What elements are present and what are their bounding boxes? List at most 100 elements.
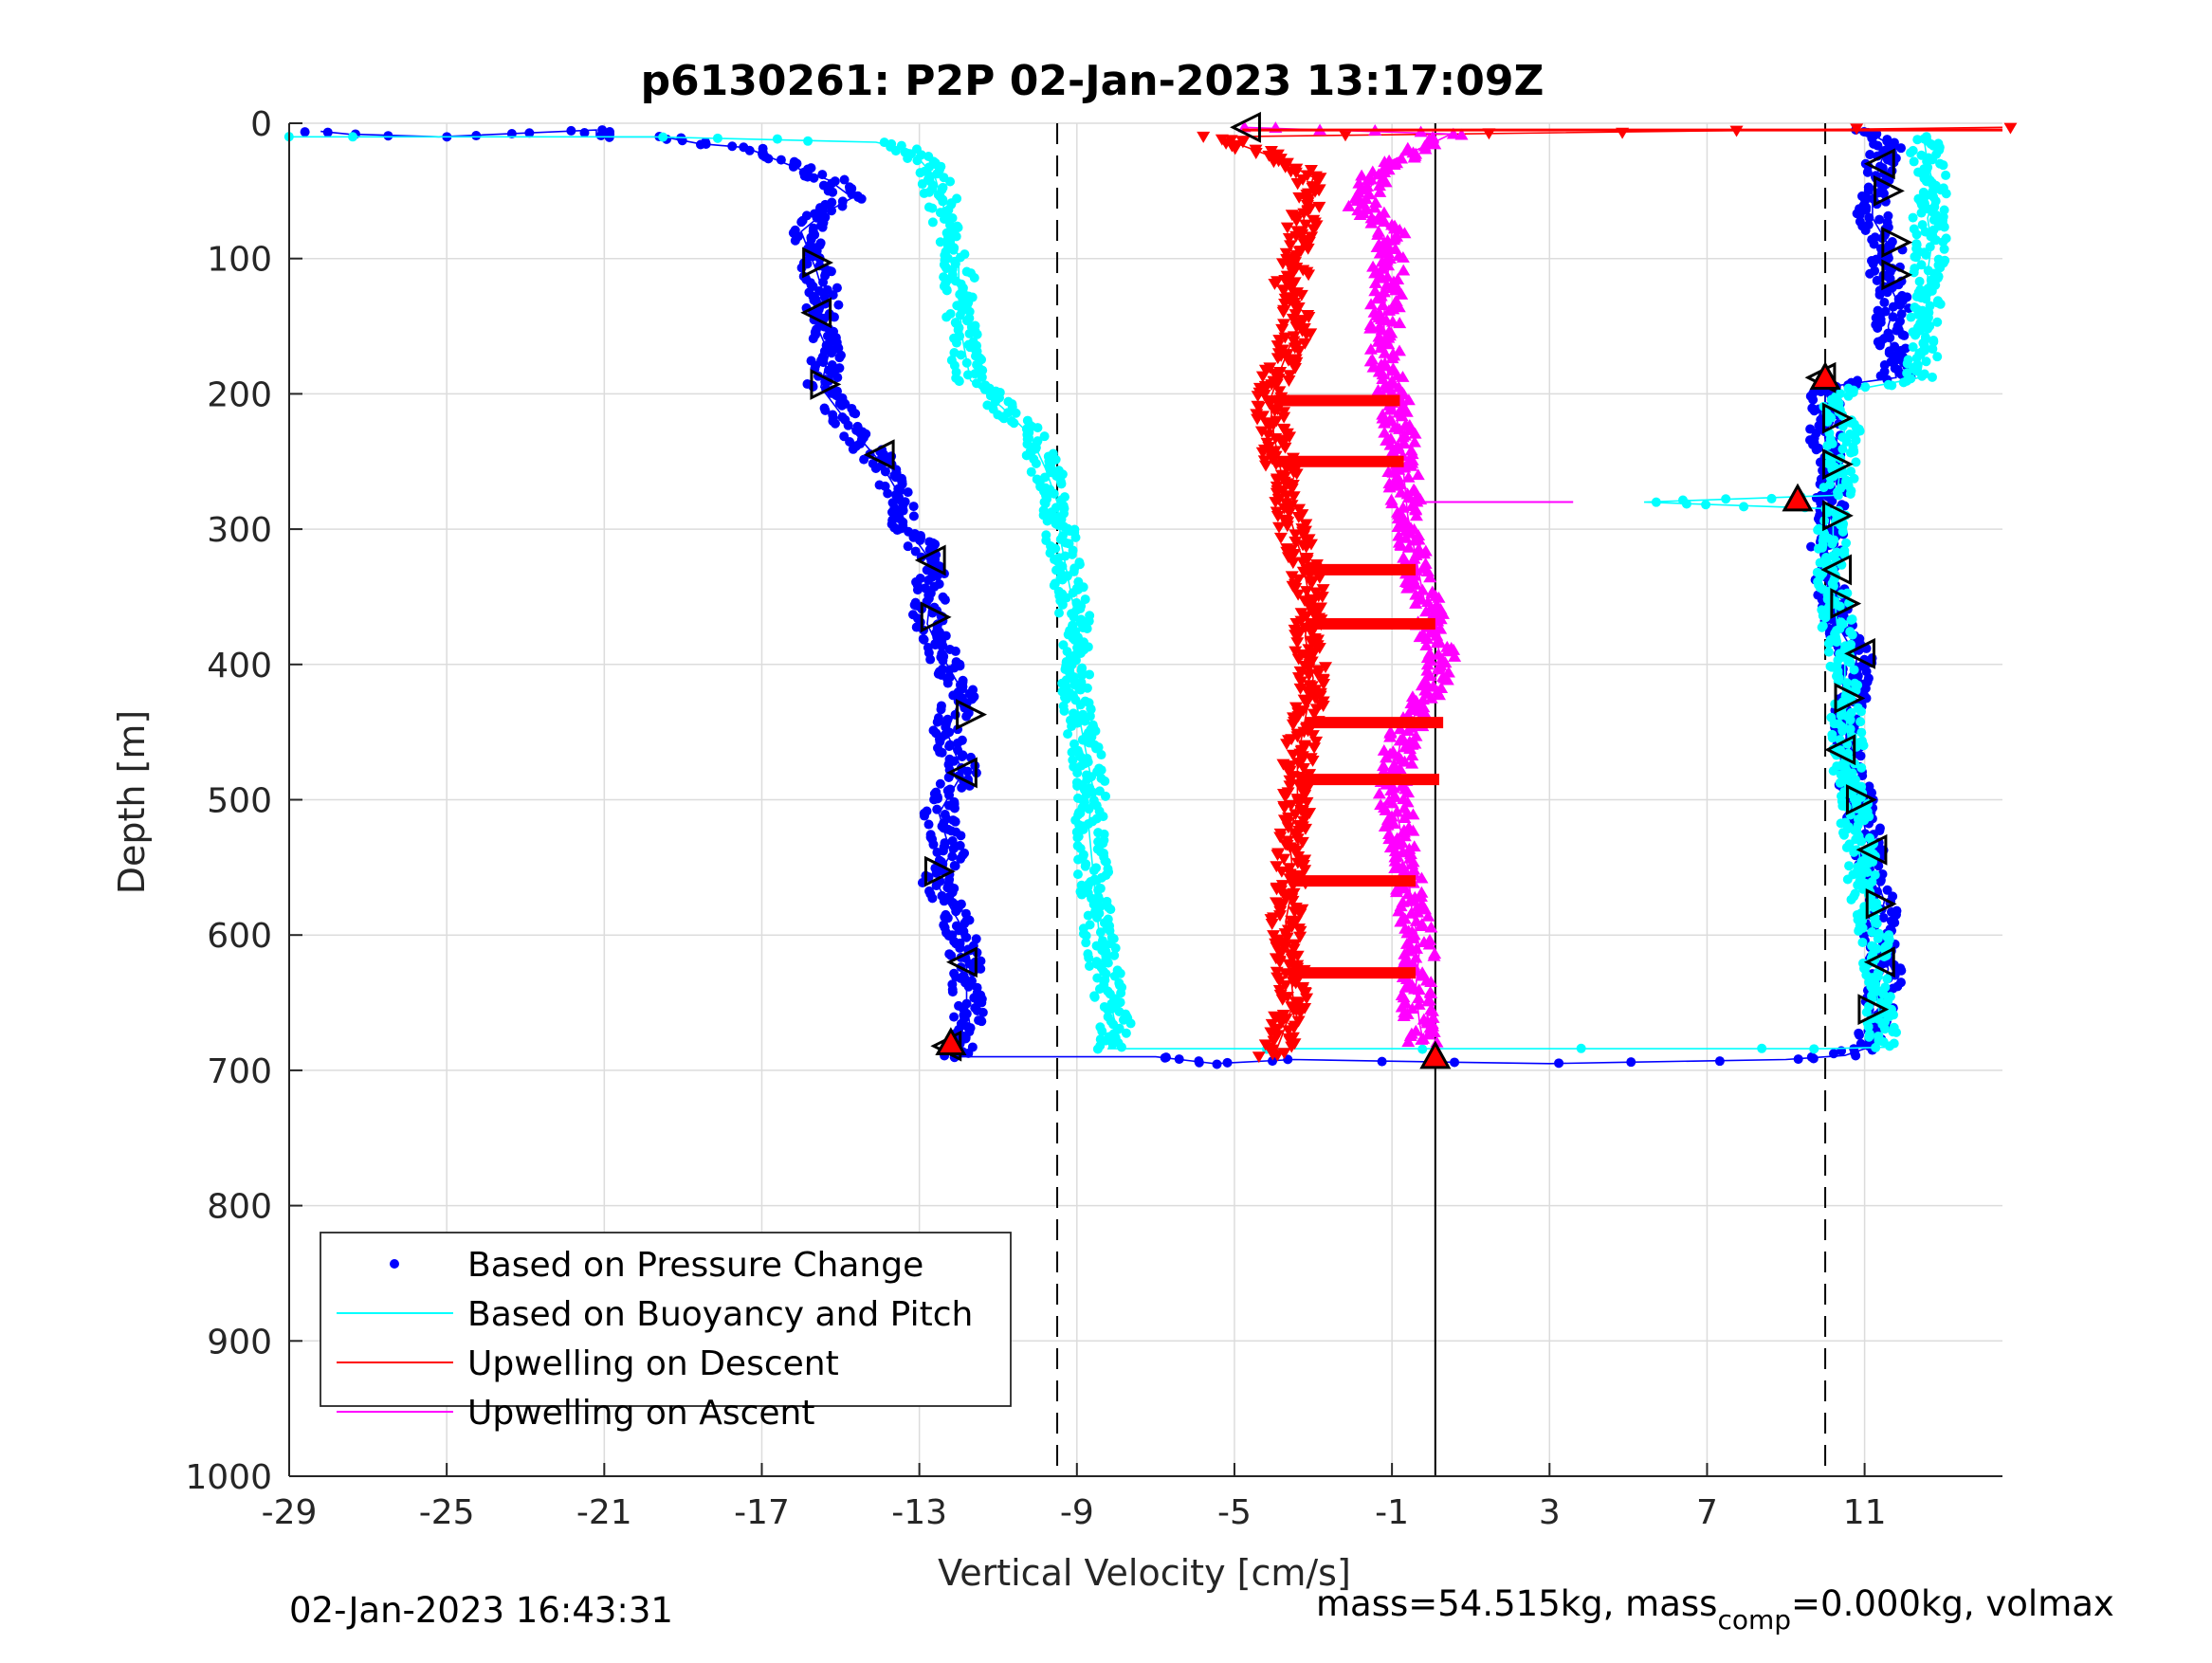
data-point <box>1009 418 1019 429</box>
x-tick-label: 11 <box>1843 1493 1887 1532</box>
data-point <box>1277 802 1291 814</box>
data-point <box>1252 401 1266 413</box>
data-point <box>923 576 934 586</box>
data-point <box>1849 1044 1859 1054</box>
data-point <box>1840 817 1851 828</box>
data-point <box>944 665 955 675</box>
data-point <box>1363 321 1378 334</box>
data-point <box>1252 1051 1266 1064</box>
data-point <box>1714 1056 1725 1067</box>
data-point <box>1874 214 1885 225</box>
data-point <box>963 981 974 992</box>
data-point <box>1906 312 1916 322</box>
data-point <box>1283 863 1297 875</box>
data-point <box>1081 938 1091 948</box>
data-point <box>1384 385 1398 397</box>
y-tick-label: 300 <box>207 511 272 550</box>
data-point <box>595 130 606 140</box>
data-point <box>1909 224 1919 234</box>
data-point <box>1391 521 1405 532</box>
triangle-marker <box>1822 402 1854 434</box>
data-point <box>1889 1022 1899 1033</box>
data-point <box>1864 1001 1874 1012</box>
data-point <box>1939 205 1949 215</box>
data-point <box>1292 345 1307 357</box>
data-point <box>949 1012 960 1022</box>
data-point <box>910 546 921 557</box>
triangle-marker <box>1881 227 1913 259</box>
data-point <box>1268 278 1282 290</box>
data-point <box>1057 575 1068 585</box>
data-point <box>1366 360 1380 373</box>
data-point <box>957 751 967 761</box>
data-point <box>1882 885 1892 895</box>
data-point <box>1100 776 1110 786</box>
triangle-marker <box>810 368 842 400</box>
data-point <box>1806 1051 1817 1062</box>
data-point <box>1275 994 1289 1006</box>
triangle-marker <box>1856 833 1888 866</box>
y-tick-label: 900 <box>207 1323 272 1361</box>
data-point <box>1396 430 1410 443</box>
data-point <box>977 997 987 1008</box>
data-point <box>1355 169 1369 181</box>
data-point <box>1076 760 1087 771</box>
data-point <box>832 283 842 293</box>
data-point <box>1394 478 1408 490</box>
data-point <box>1398 227 1412 239</box>
data-point <box>942 678 953 688</box>
y-axis-label: Depth [m] <box>111 710 153 895</box>
axes: -29 -25 -21 -17 -13 -9 -5 -1 3 7 11010020030040050… <box>185 105 2002 1532</box>
data-point <box>1273 532 1288 544</box>
data-point <box>1381 338 1396 350</box>
data-point <box>1056 479 1067 489</box>
data-point <box>1363 342 1378 355</box>
data-point <box>1414 920 1428 931</box>
data-point <box>1307 708 1322 721</box>
data-point <box>1385 352 1399 364</box>
data-point <box>1916 150 1927 160</box>
data-point <box>1396 370 1410 382</box>
data-point <box>1379 175 1393 188</box>
data-point <box>1306 755 1320 767</box>
data-point <box>903 541 913 552</box>
data-point <box>1306 730 1320 741</box>
data-point <box>962 370 973 380</box>
data-point <box>1867 941 1877 951</box>
data-point <box>1923 265 1933 276</box>
data-point <box>1290 178 1305 191</box>
data-point <box>818 277 829 287</box>
triangle-marker <box>935 1027 967 1056</box>
data-point <box>1858 958 1869 968</box>
data-point <box>1806 541 1817 552</box>
data-point <box>969 272 979 283</box>
data-point <box>1888 312 1898 322</box>
data-point <box>1103 958 1113 968</box>
triangle-marker <box>956 699 988 731</box>
data-point <box>938 196 948 207</box>
data-point <box>1846 639 1856 649</box>
data-point <box>1874 928 1884 939</box>
data-point <box>1393 734 1407 746</box>
data-point <box>1281 822 1295 834</box>
data-point <box>1361 174 1375 186</box>
data-point <box>1284 240 1298 252</box>
data-point <box>940 594 950 605</box>
data-point <box>1929 336 1939 346</box>
data-point <box>1916 260 1927 270</box>
data-point <box>1194 1057 1204 1068</box>
data-point <box>964 328 975 338</box>
data-point <box>1378 359 1392 372</box>
data-point <box>961 357 972 368</box>
triangle-marker <box>1809 361 1841 390</box>
data-point <box>1870 869 1880 880</box>
data-point <box>1404 906 1418 919</box>
data-point <box>1903 355 1913 365</box>
data-point <box>1841 538 1852 548</box>
data-point <box>979 384 990 394</box>
data-point <box>1282 507 1296 520</box>
data-point <box>1845 429 1856 439</box>
data-point <box>1300 993 1314 1005</box>
data-point <box>1121 1028 1131 1038</box>
data-point <box>978 365 988 375</box>
